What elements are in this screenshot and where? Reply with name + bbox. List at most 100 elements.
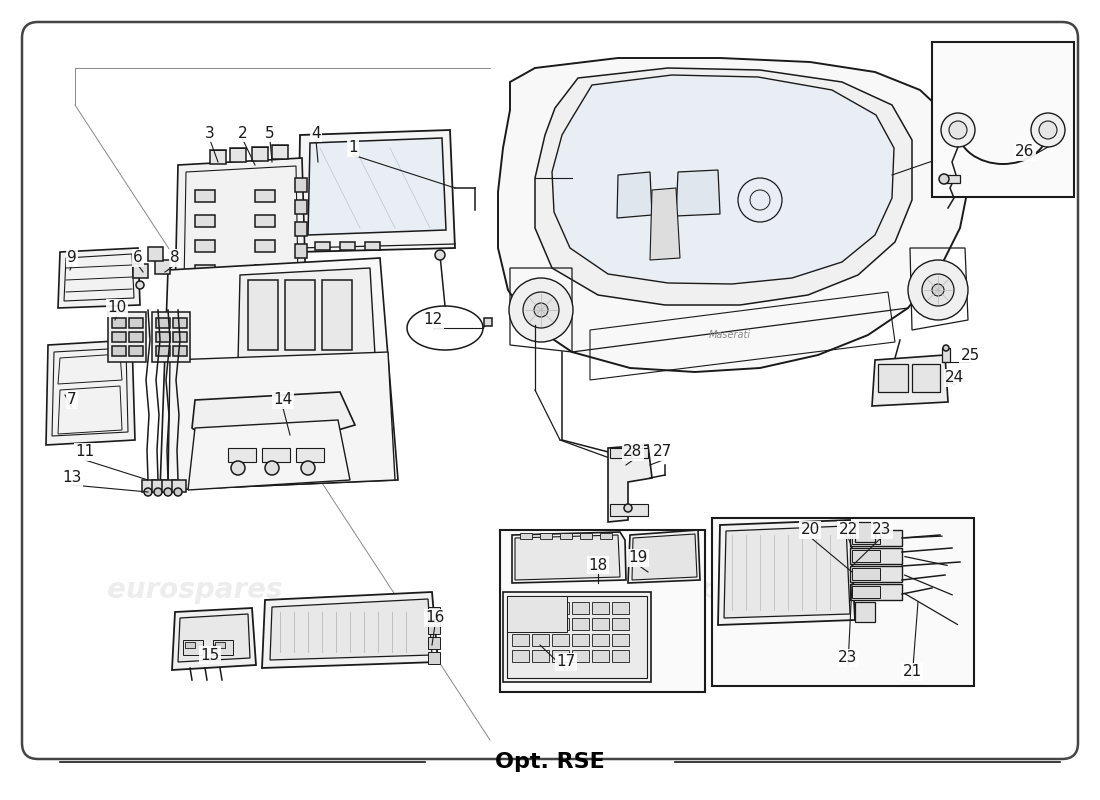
Bar bbox=[503, 592, 651, 682]
Text: 19: 19 bbox=[628, 550, 648, 566]
Circle shape bbox=[164, 488, 172, 496]
Circle shape bbox=[939, 174, 949, 184]
Bar bbox=[195, 190, 214, 202]
Bar bbox=[552, 634, 569, 646]
Bar bbox=[262, 448, 290, 462]
Text: eurospares: eurospares bbox=[613, 576, 788, 604]
Bar bbox=[295, 244, 307, 258]
Circle shape bbox=[624, 451, 632, 459]
Bar bbox=[252, 147, 268, 161]
Circle shape bbox=[301, 461, 315, 475]
Polygon shape bbox=[160, 258, 398, 490]
Polygon shape bbox=[676, 170, 720, 216]
Bar bbox=[172, 480, 186, 492]
Polygon shape bbox=[58, 248, 140, 308]
Polygon shape bbox=[512, 532, 626, 583]
Polygon shape bbox=[308, 138, 446, 235]
Bar bbox=[572, 634, 588, 646]
Bar bbox=[295, 178, 307, 192]
Bar bbox=[365, 242, 380, 250]
Bar bbox=[532, 602, 549, 614]
Polygon shape bbox=[238, 268, 375, 362]
Circle shape bbox=[136, 281, 144, 289]
Text: 8: 8 bbox=[170, 250, 179, 266]
Bar bbox=[214, 642, 225, 648]
Circle shape bbox=[940, 113, 975, 147]
Polygon shape bbox=[172, 608, 256, 670]
Polygon shape bbox=[498, 58, 968, 372]
Bar bbox=[572, 602, 588, 614]
Circle shape bbox=[154, 488, 162, 496]
Bar bbox=[612, 634, 629, 646]
Circle shape bbox=[522, 292, 559, 328]
Bar bbox=[512, 634, 529, 646]
Polygon shape bbox=[46, 340, 135, 445]
Bar bbox=[592, 650, 609, 662]
Bar bbox=[152, 312, 190, 362]
Text: 16: 16 bbox=[426, 610, 444, 626]
Bar bbox=[296, 448, 324, 462]
Text: 3: 3 bbox=[205, 126, 214, 141]
Bar bbox=[195, 240, 214, 252]
Bar bbox=[248, 280, 278, 350]
Text: 11: 11 bbox=[76, 445, 95, 459]
Polygon shape bbox=[175, 158, 306, 298]
Bar bbox=[850, 548, 902, 564]
Bar bbox=[850, 530, 902, 546]
Bar bbox=[255, 240, 275, 252]
Polygon shape bbox=[168, 352, 395, 490]
Bar bbox=[195, 215, 214, 227]
Bar bbox=[340, 242, 355, 250]
Text: 7: 7 bbox=[67, 393, 77, 407]
Bar bbox=[129, 346, 143, 356]
Text: 26: 26 bbox=[1015, 145, 1035, 159]
Bar bbox=[142, 480, 156, 492]
Text: 23: 23 bbox=[838, 650, 858, 666]
Bar bbox=[295, 200, 307, 214]
Circle shape bbox=[1031, 113, 1065, 147]
Bar bbox=[850, 584, 902, 600]
Text: 27: 27 bbox=[653, 445, 672, 459]
Text: 20: 20 bbox=[801, 522, 820, 538]
Text: 14: 14 bbox=[274, 393, 293, 407]
Text: eurospares: eurospares bbox=[108, 576, 283, 604]
Bar bbox=[173, 318, 187, 328]
Text: 5: 5 bbox=[265, 126, 275, 141]
Polygon shape bbox=[632, 534, 697, 580]
Bar bbox=[112, 346, 126, 356]
Bar bbox=[112, 332, 126, 342]
Bar bbox=[155, 260, 170, 274]
Polygon shape bbox=[535, 68, 912, 305]
Bar bbox=[532, 634, 549, 646]
Bar bbox=[230, 148, 246, 162]
Text: 17: 17 bbox=[557, 654, 575, 670]
Polygon shape bbox=[552, 75, 894, 284]
Bar bbox=[572, 650, 588, 662]
Text: 24: 24 bbox=[945, 370, 965, 386]
Bar bbox=[484, 318, 492, 326]
Bar bbox=[852, 568, 880, 580]
Bar bbox=[520, 533, 532, 539]
Text: 25: 25 bbox=[960, 347, 980, 362]
Polygon shape bbox=[608, 445, 652, 522]
Bar bbox=[108, 312, 146, 362]
Circle shape bbox=[932, 284, 944, 296]
Text: Opt. RSE: Opt. RSE bbox=[495, 752, 605, 772]
Bar bbox=[183, 640, 204, 655]
Text: 21: 21 bbox=[902, 665, 922, 679]
Bar bbox=[162, 480, 176, 492]
Bar bbox=[112, 318, 126, 328]
Polygon shape bbox=[262, 592, 438, 668]
Polygon shape bbox=[178, 614, 250, 662]
Polygon shape bbox=[192, 392, 355, 438]
Bar bbox=[210, 150, 225, 164]
Bar bbox=[213, 640, 233, 655]
Bar bbox=[612, 650, 629, 662]
Text: 6: 6 bbox=[133, 250, 143, 266]
Text: 2: 2 bbox=[239, 126, 248, 141]
Bar bbox=[285, 280, 315, 350]
Bar bbox=[507, 596, 566, 632]
Text: Maserati: Maserati bbox=[708, 330, 751, 340]
Bar bbox=[173, 346, 187, 356]
Bar bbox=[592, 602, 609, 614]
